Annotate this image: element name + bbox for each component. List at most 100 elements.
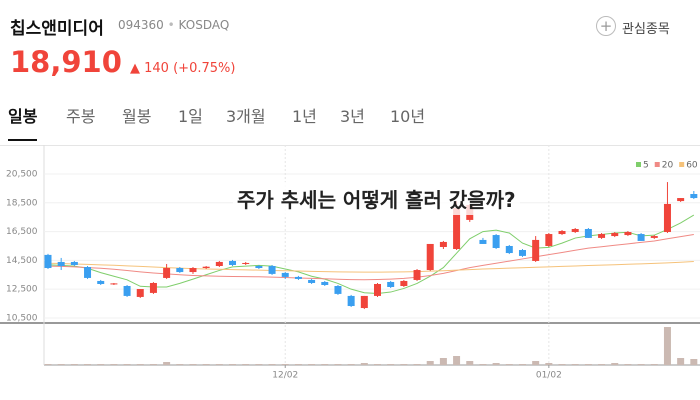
change: ▲ 140 (+0.75%) — [130, 61, 236, 76]
market: KOSDAQ — [178, 18, 230, 32]
legend-label: 5 — [643, 161, 649, 171]
overlay-caption: 주가 추세는 어떻게 흘러 갔을까? — [233, 182, 520, 215]
candle-body — [650, 236, 658, 238]
volume-bar — [518, 364, 526, 365]
volume-bar — [334, 364, 342, 365]
candle-body — [400, 280, 408, 287]
ma-line — [47, 214, 695, 294]
chart: 20,500 18,500 16,500 14,500 12,500 10,500 12/0… — [0, 145, 700, 381]
volume-bar — [163, 362, 171, 365]
candle-body — [360, 295, 368, 309]
change-value: 140 — [144, 61, 169, 76]
candle-body — [281, 272, 289, 277]
candle-body — [439, 241, 447, 247]
candle-body — [558, 231, 566, 235]
x-tick-label: 01/02 — [536, 371, 562, 381]
volume-bar — [321, 364, 329, 365]
candle-body — [387, 281, 395, 288]
tab[interactable]: 월봉 — [122, 107, 152, 126]
watch-button[interactable]: 관심종목 — [622, 22, 670, 37]
volume-bar — [360, 363, 368, 365]
legend-swatch — [636, 162, 641, 167]
candle-body — [637, 234, 645, 241]
candle-body — [505, 245, 513, 254]
volume-bar — [268, 364, 276, 365]
volume-bar — [663, 327, 671, 365]
volume-bar — [598, 364, 606, 365]
candle-body — [268, 265, 276, 274]
candle-body — [663, 203, 671, 233]
tab[interactable]: 주봉 — [66, 107, 96, 126]
volume-bar — [413, 364, 421, 365]
volume-bar — [584, 364, 592, 365]
candle-body — [44, 254, 52, 269]
stock-name: 칩스앤미디어 — [10, 19, 104, 39]
candle-body — [492, 235, 500, 248]
candle-body — [611, 233, 619, 237]
candle-body — [321, 281, 329, 285]
volume-bar — [479, 364, 487, 365]
volume-bar — [84, 364, 92, 365]
candle-body — [545, 234, 553, 246]
volume-bar — [650, 364, 658, 365]
volume-bar — [624, 364, 632, 365]
legend-label: 60 — [686, 161, 698, 171]
code: 094360 — [118, 18, 164, 32]
candle-body — [189, 268, 197, 273]
volume-bar — [110, 364, 118, 365]
y-tick-label: 10,500 — [6, 313, 38, 323]
volume-bar — [558, 364, 566, 365]
candle-body — [163, 268, 171, 278]
volume-bar — [505, 364, 513, 365]
tab[interactable]: 1일 — [178, 107, 203, 126]
volume-bar — [202, 364, 210, 365]
candle-body — [57, 261, 65, 266]
volume-bar — [492, 363, 500, 365]
volume-bar — [571, 364, 579, 365]
y-tick-label: 12,500 — [6, 285, 38, 295]
tab[interactable]: 3개월 — [226, 107, 266, 126]
candle-body — [229, 260, 237, 265]
tab[interactable]: 3년 — [340, 107, 365, 126]
y-tick-label: 16,500 — [6, 227, 38, 237]
candle-body — [624, 232, 632, 236]
tab[interactable]: 일봉 — [8, 103, 38, 141]
volume-bar — [136, 364, 144, 365]
tab[interactable]: 1년 — [292, 107, 317, 126]
candle-body — [215, 261, 223, 266]
volume-bar — [308, 364, 316, 365]
price: 18,910 — [10, 45, 122, 79]
y-tick-label: 18,500 — [6, 198, 38, 208]
candle-body — [97, 280, 105, 284]
candle-body — [690, 194, 698, 199]
candle-body — [374, 283, 381, 296]
candle-body — [413, 270, 421, 280]
divider — [0, 145, 700, 146]
volume-bar — [637, 364, 645, 365]
add-icon[interactable]: + — [596, 16, 616, 36]
tab[interactable]: 10년 — [390, 107, 426, 126]
candle-body — [532, 239, 540, 261]
volume-bar — [215, 364, 223, 365]
volume-bar — [57, 364, 65, 365]
candle-body — [149, 282, 157, 293]
volume-bar — [97, 364, 105, 365]
volume-bar — [532, 361, 540, 365]
candle-body — [426, 243, 434, 271]
candle-body — [294, 276, 302, 279]
volume-bar — [387, 364, 395, 365]
x-tick-label: 12/02 — [272, 371, 298, 381]
candle-body — [255, 265, 263, 269]
ma-line — [47, 261, 694, 273]
volume-bar — [466, 361, 474, 365]
candle-body — [479, 239, 487, 244]
candle-body — [123, 286, 131, 296]
volume-bar — [453, 356, 461, 365]
legend-swatch — [654, 162, 660, 167]
volume-bar — [374, 364, 381, 365]
stock-code: 094360 • KOSDAQ — [118, 18, 229, 32]
volume-bar — [242, 364, 250, 365]
legend-swatch — [679, 162, 685, 167]
candle-body — [598, 234, 606, 238]
legend-label: 20 — [662, 161, 674, 171]
